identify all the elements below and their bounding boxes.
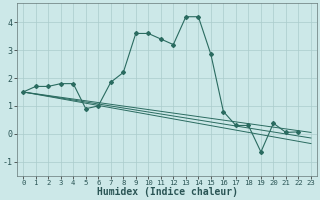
X-axis label: Humidex (Indice chaleur): Humidex (Indice chaleur)	[97, 187, 237, 197]
